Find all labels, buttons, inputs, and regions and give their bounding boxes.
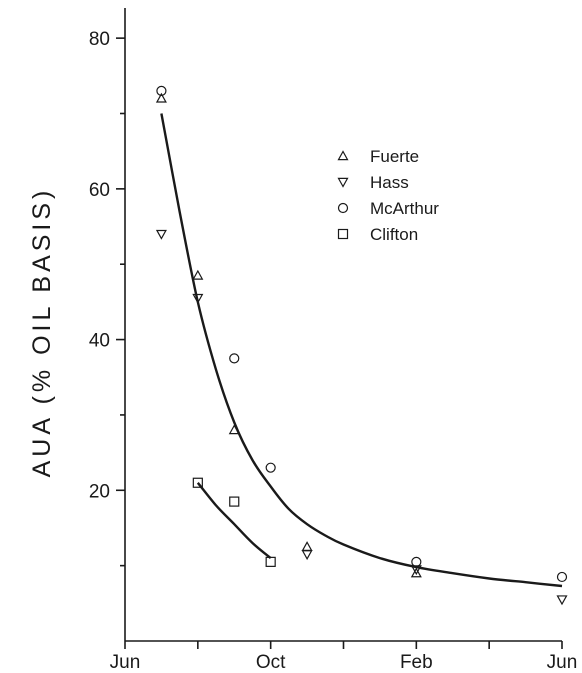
point-fuerte-5 bbox=[410, 567, 422, 578]
point-hass-3 bbox=[301, 550, 313, 561]
y-tick-label-80: 80 bbox=[89, 29, 110, 50]
point-fuerte-1 bbox=[155, 92, 167, 103]
data-markers bbox=[155, 85, 568, 606]
axis-ticks: 20 40 60 80 Jun Oct Feb Jun bbox=[89, 29, 577, 673]
point-hass-5 bbox=[556, 595, 568, 606]
point-fuerte-4 bbox=[301, 541, 313, 552]
legend: Fuerte Hass McArthur Clifton bbox=[337, 147, 439, 244]
x-tick-label-oct-4: Oct bbox=[256, 652, 286, 673]
point-mcarthur-5 bbox=[556, 571, 568, 583]
point-mcarthur-1 bbox=[156, 85, 167, 96]
point-mcarthur-2 bbox=[229, 353, 240, 364]
point-mcarthur-4 bbox=[411, 556, 422, 567]
point-fuerte-3 bbox=[228, 424, 240, 435]
point-fuerte-2 bbox=[192, 269, 204, 280]
fit-curve-1-segment-1 bbox=[160, 113, 563, 588]
legend-label-mcarthur: McArthur bbox=[370, 199, 439, 218]
fit-curves bbox=[160, 113, 563, 588]
point-clifton-2 bbox=[229, 496, 240, 507]
point-clifton-3 bbox=[265, 556, 276, 567]
legend-marker-mcarthur bbox=[337, 202, 349, 214]
legend-label-hass: Hass bbox=[370, 173, 409, 192]
y-axis-label: AUA (% OIL BASIS) bbox=[28, 187, 56, 478]
axes bbox=[124, 8, 562, 642]
point-hass-1 bbox=[155, 229, 167, 240]
x-tick-label-jun-0: Jun bbox=[110, 652, 141, 673]
legend-marker-hass bbox=[337, 177, 349, 188]
x-tick-label-feb-8: Feb bbox=[400, 652, 433, 673]
y-tick-label-20: 20 bbox=[89, 481, 110, 502]
y-tick-label-60: 60 bbox=[89, 180, 110, 201]
fit-curve-2-segment-1 bbox=[196, 482, 272, 560]
legend-label-clifton: Clifton bbox=[370, 225, 418, 244]
point-hass-2 bbox=[192, 293, 204, 304]
legend-marker-clifton bbox=[337, 228, 349, 240]
x-tick-label-jun-12: Jun bbox=[547, 652, 578, 673]
legend-marker-fuerte bbox=[337, 150, 349, 161]
y-tick-label-40: 40 bbox=[89, 331, 110, 352]
legend-label-fuerte: Fuerte bbox=[370, 147, 419, 166]
point-clifton-1 bbox=[192, 477, 203, 488]
point-mcarthur-3 bbox=[265, 462, 276, 473]
